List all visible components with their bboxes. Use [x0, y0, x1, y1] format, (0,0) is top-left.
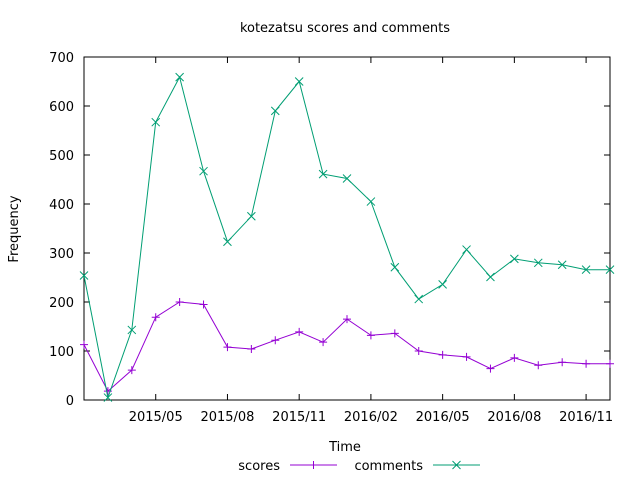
data-point-scores: [343, 315, 351, 324]
y-tick-label: 500: [49, 149, 74, 164]
y-tick-label: 100: [49, 345, 74, 360]
data-point-comments: [366, 197, 376, 206]
data-point-comments: [294, 77, 304, 86]
data-point-comments: [510, 254, 519, 264]
data-point-scores: [127, 366, 136, 375]
data-point-comments: [223, 237, 232, 247]
y-tick-label: 300: [49, 247, 74, 262]
data-point-scores: [366, 331, 375, 340]
plot-area: [79, 72, 615, 402]
data-point-scores: [510, 353, 519, 362]
y-axis: 0 100 200 300 400 500 600 700: [49, 51, 610, 409]
data-point-scores: [486, 364, 495, 373]
x-tick-label: 2015/05: [129, 410, 183, 425]
data-point-comments: [342, 174, 352, 183]
data-point-comments: [151, 117, 161, 127]
data-point-scores: [199, 300, 208, 309]
data-point-comments: [318, 169, 328, 179]
legend: scores comments: [238, 459, 480, 474]
data-point-scores: [462, 352, 471, 361]
data-point-comments: [79, 271, 89, 280]
data-point-scores: [319, 338, 328, 347]
data-point-scores: [582, 359, 591, 368]
data-point-comments: [462, 245, 471, 254]
y-tick-label: 400: [49, 198, 74, 213]
data-point-comments: [533, 258, 543, 268]
y-tick-label: 600: [49, 100, 74, 115]
data-point-comments: [127, 325, 137, 335]
legend-label-scores: scores: [238, 459, 280, 474]
x-tick-label: 2015/11: [272, 410, 326, 425]
data-point-scores: [151, 313, 160, 322]
x-axis-label: Time: [328, 440, 361, 455]
data-point-comments: [175, 72, 184, 82]
data-point-scores: [295, 327, 304, 336]
data-point-comments: [247, 211, 256, 221]
data-point-scores: [223, 343, 232, 352]
y-tick-label: 700: [49, 51, 74, 66]
legend-swatch-comments: [433, 460, 480, 470]
y-tick-label: 0: [66, 394, 74, 409]
data-point-scores: [390, 329, 399, 338]
data-point-scores: [414, 347, 423, 355]
data-point-comments: [199, 166, 208, 176]
data-point-scores: [534, 361, 543, 370]
plot-frame: [83, 56, 611, 401]
legend-marker: [452, 460, 461, 470]
data-point-comments: [103, 393, 113, 402]
data-point-scores: [606, 359, 614, 368]
data-point-scores: [247, 345, 256, 354]
y-tick-label: 200: [49, 296, 74, 311]
data-point-scores: [175, 298, 184, 306]
data-point-scores: [438, 350, 447, 359]
series-scores: [80, 298, 614, 396]
x-tick-label: 2016/11: [559, 410, 613, 425]
data-point-comments: [390, 262, 400, 272]
data-point-comments: [486, 272, 495, 282]
x-tick-label: 2016/05: [416, 410, 470, 425]
x-tick-label: 2016/08: [487, 410, 541, 425]
legend-label-comments: comments: [354, 459, 423, 474]
x-axis: 2015/05 2015/08 2015/11 2016/02 2016/05 2016/…: [129, 57, 613, 425]
x-tick-label: 2016/02: [344, 410, 398, 425]
data-point-comments: [581, 265, 591, 275]
data-point-scores: [558, 358, 567, 367]
series-comments: [79, 72, 615, 402]
data-point-comments: [270, 106, 280, 116]
data-point-comments: [438, 280, 447, 289]
data-point-scores: [271, 336, 280, 345]
data-point-comments: [557, 260, 567, 270]
legend-swatch-scores: [290, 461, 337, 469]
x-tick-label: 2015/08: [200, 410, 254, 425]
y-axis-label: Frequency: [7, 195, 22, 262]
legend-marker: [309, 461, 318, 469]
data-point-comments: [414, 294, 424, 304]
data-point-comments: [605, 265, 615, 275]
chart-title: kotezatsu scores and comments: [240, 21, 450, 36]
data-point-scores: [80, 340, 88, 349]
